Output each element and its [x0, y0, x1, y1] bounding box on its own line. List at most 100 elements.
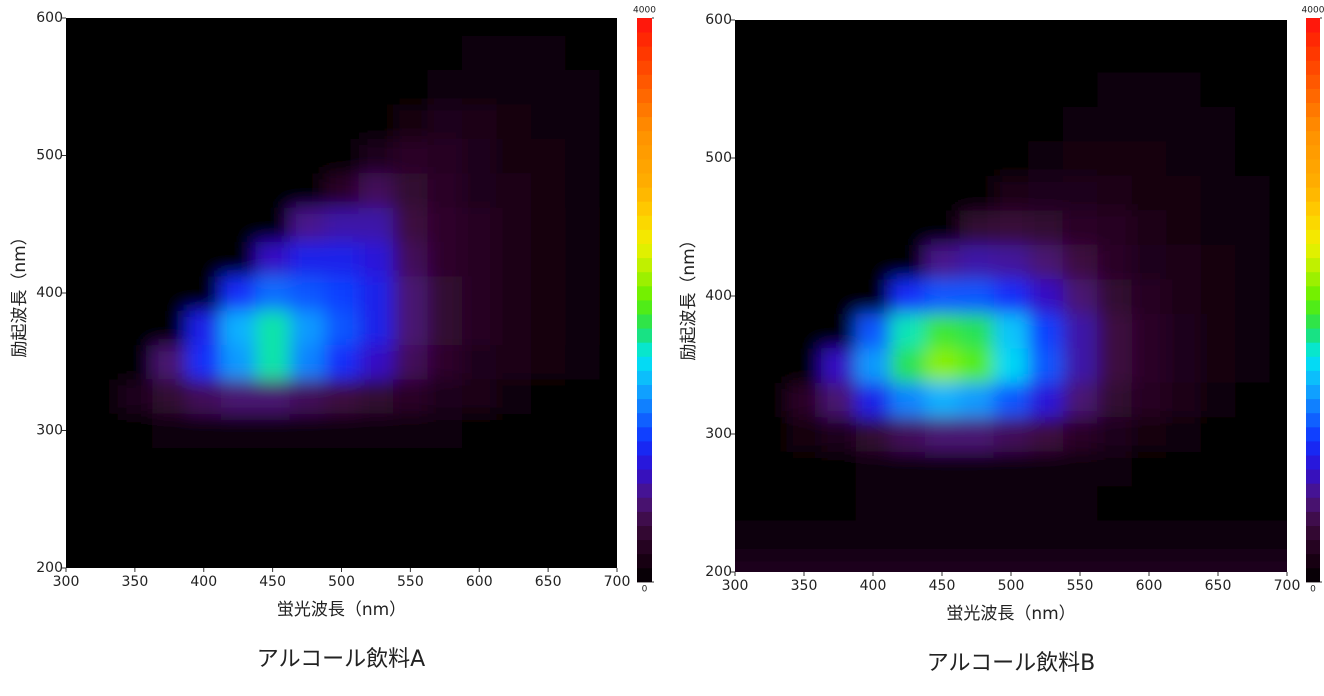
colorbar-segment — [1306, 285, 1320, 301]
heatmap-cell — [1028, 416, 1064, 452]
heatmap-cell — [599, 241, 617, 277]
heatmap-cell — [959, 140, 995, 176]
heatmap-cell — [530, 138, 566, 174]
heatmap-cell — [324, 310, 360, 346]
heatmap-cell — [565, 35, 601, 71]
heatmap-cell — [1200, 37, 1236, 73]
heatmap-cell — [117, 516, 153, 552]
heatmap-cell — [530, 18, 566, 36]
heatmap-cell — [1200, 71, 1236, 107]
heatmap-cell — [1028, 209, 1064, 245]
heatmap-cell — [358, 310, 394, 346]
heatmap-cell — [255, 18, 291, 36]
heatmap-cell — [1131, 313, 1167, 349]
heatmap-cell — [152, 516, 188, 552]
heatmap-cell — [1097, 37, 1133, 73]
heatmap-cell — [1062, 140, 1098, 176]
colorbar-segment — [637, 356, 652, 371]
colorbar-segment — [1306, 455, 1320, 470]
heatmap-cell — [255, 310, 291, 346]
colorbar-segment — [637, 144, 652, 160]
x-tick-label: 650 — [1205, 578, 1232, 594]
heatmap-cell — [393, 516, 429, 552]
heatmap-cell — [1062, 347, 1098, 383]
heatmap-cell — [462, 18, 497, 36]
heatmap-cell — [599, 207, 617, 242]
heatmap-cell — [959, 416, 995, 452]
heatmap-cell — [530, 310, 566, 346]
heatmap-cell — [890, 71, 926, 107]
heatmap-cell — [565, 378, 601, 414]
heatmap-cell — [959, 485, 995, 521]
heatmap-cell — [117, 447, 153, 483]
heatmap-cell — [393, 172, 429, 208]
heatmap-cell — [735, 278, 753, 314]
colorbar-segment — [1306, 257, 1320, 273]
colorbar-segment — [1306, 116, 1320, 132]
heatmap-cell — [358, 69, 394, 105]
heatmap-cell — [1131, 209, 1167, 245]
heatmap-cell — [324, 413, 360, 449]
heatmap-cell — [427, 275, 463, 311]
y-tick-label: 300 — [36, 423, 63, 439]
heatmap-cell — [924, 20, 960, 38]
heatmap-cell — [393, 18, 429, 36]
heatmap-cell — [821, 71, 857, 107]
heatmap-cell — [255, 69, 291, 105]
heatmap-cell — [1028, 244, 1064, 280]
heatmap-cell — [565, 447, 601, 483]
heatmap-cell — [289, 172, 325, 208]
heatmap-cell — [83, 172, 119, 208]
heatmap-cell — [220, 413, 256, 449]
heatmap-cell — [1062, 451, 1098, 487]
heatmap-cell — [1200, 140, 1236, 176]
heatmap-cell — [993, 485, 1029, 521]
heatmap-cell — [220, 138, 256, 174]
colorbar-segment — [637, 342, 652, 357]
colorbar-segment — [637, 511, 652, 526]
colorbar-segment — [1306, 384, 1320, 400]
heatmap-cell — [1028, 347, 1064, 383]
heatmap-cell — [752, 71, 788, 107]
colorbar-segment — [1306, 159, 1320, 174]
heatmap-cell — [152, 69, 188, 105]
y-tick-label: 500 — [36, 148, 63, 164]
heatmap-cell — [289, 447, 325, 483]
heatmap-cell — [358, 378, 394, 414]
heatmap-cell — [993, 313, 1029, 349]
heatmap-cell — [890, 485, 926, 521]
heatmap-cell — [427, 447, 463, 483]
heatmap-cell — [1235, 382, 1271, 418]
heatmap-cell — [735, 485, 753, 521]
colorbar-segment — [637, 18, 652, 33]
heatmap-cell — [565, 550, 601, 568]
colorbar-segment — [1306, 300, 1320, 315]
heatmap-cell — [1062, 20, 1098, 38]
heatmap-cell — [186, 516, 222, 552]
heatmap-cell — [1131, 520, 1167, 556]
y-axis-title: 励起波長（nm） — [679, 231, 699, 360]
heatmap-cell — [462, 516, 497, 552]
heatmap-cell — [496, 378, 532, 414]
heatmap-cell — [117, 138, 153, 174]
heatmap-cell — [358, 172, 394, 208]
heatmap-cell — [890, 209, 926, 245]
heatmap-cell — [959, 382, 995, 418]
heatmap-cell — [890, 416, 926, 452]
heatmap-cell — [1062, 485, 1098, 521]
colorbar-segment — [1306, 539, 1320, 555]
heatmap-cell — [752, 313, 788, 349]
heatmap-cell — [1062, 175, 1098, 211]
heatmap-cell — [186, 413, 222, 449]
heatmap-cell — [890, 347, 926, 383]
heatmap-cell — [1097, 554, 1133, 572]
heatmap-cell — [220, 378, 256, 414]
y-tick-label: 500 — [705, 150, 732, 166]
heatmap-cell — [289, 103, 325, 139]
heatmap-cell — [66, 413, 84, 449]
heatmap-cell — [1028, 37, 1064, 73]
heatmap-cell — [358, 344, 394, 380]
heatmap-cell — [855, 140, 891, 176]
heatmap-cell — [220, 172, 256, 208]
heatmap-cell — [1131, 347, 1167, 383]
